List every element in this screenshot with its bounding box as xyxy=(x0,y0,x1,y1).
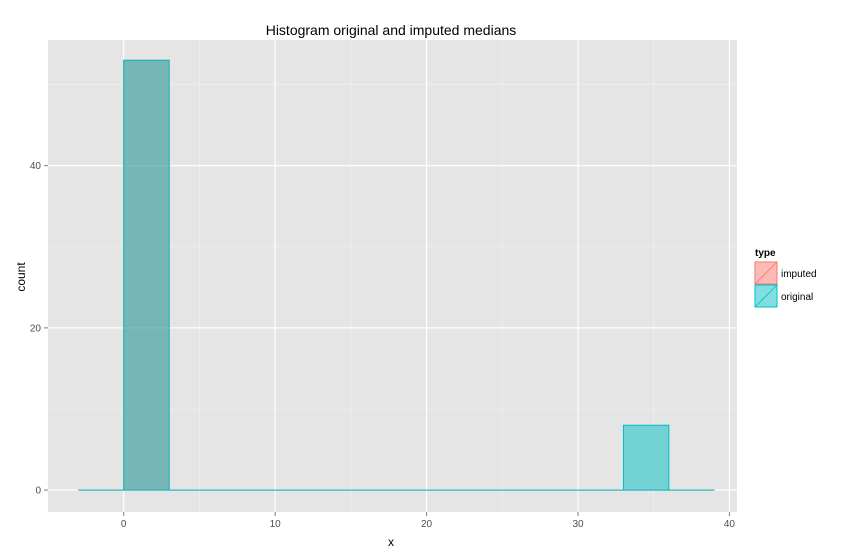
x-tick-label: 0 xyxy=(121,519,127,530)
y-axis-ticks: 0 20 40 xyxy=(30,161,48,497)
y-tick-label: 0 xyxy=(35,486,41,497)
legend-key-original-slash xyxy=(754,284,778,308)
legend: type imputed original xyxy=(754,248,817,308)
bar-original xyxy=(123,59,170,491)
x-axis-ticks: 0 10 20 30 40 xyxy=(121,512,735,530)
y-axis-title: count xyxy=(14,262,28,292)
legend-item-original: original xyxy=(754,284,813,308)
histogram-bars xyxy=(78,59,715,491)
bar-original xyxy=(622,424,670,491)
y-tick-label: 20 xyxy=(30,323,42,334)
legend-label-imputed: imputed xyxy=(781,269,817,280)
x-tick-label: 20 xyxy=(421,519,433,530)
chart-title: Histogram original and imputed medians xyxy=(266,22,517,38)
legend-key-imputed-slash xyxy=(754,261,778,285)
legend-label-original: original xyxy=(781,292,813,303)
x-axis-title: x xyxy=(388,535,394,549)
x-tick-label: 40 xyxy=(724,519,736,530)
y-tick-label: 40 xyxy=(30,161,42,172)
x-tick-label: 30 xyxy=(572,519,584,530)
legend-title: type xyxy=(755,248,776,259)
legend-item-imputed: imputed xyxy=(754,261,817,285)
x-tick-label: 10 xyxy=(270,519,282,530)
